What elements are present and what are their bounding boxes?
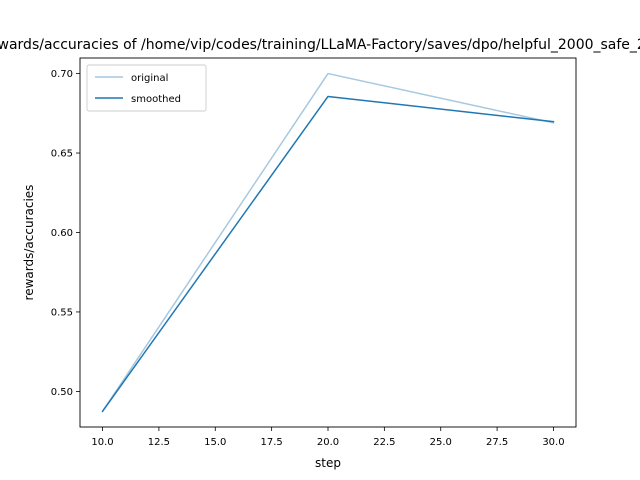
legend-label-smoothed: smoothed xyxy=(131,94,181,105)
x-tick-label: 25.0 xyxy=(430,437,452,448)
y-tick-label: 0.60 xyxy=(51,228,73,239)
x-tick-label: 27.5 xyxy=(486,437,508,448)
x-tick-label: 17.5 xyxy=(261,437,283,448)
x-tick-label: 15.0 xyxy=(204,437,226,448)
x-tick-label: 30.0 xyxy=(542,437,564,448)
x-tick-label: 22.5 xyxy=(373,437,395,448)
legend: original smoothed xyxy=(86,64,207,112)
plot-area-frame xyxy=(79,57,577,428)
x-axis-ticks: 10.0 12.5 15.0 17.5 20.0 22.5 25.0 27.5 30.0 xyxy=(91,427,565,448)
y-axis-ticks: 0.50 0.55 0.60 0.65 0.70 xyxy=(51,69,80,398)
legend-label-original: original xyxy=(131,73,168,84)
series-layer xyxy=(101,72,555,413)
chart-title: rewards/accuracies of /home/vip/codes/tr… xyxy=(0,37,640,53)
y-tick-label: 0.55 xyxy=(51,307,73,318)
x-tick-label: 20.0 xyxy=(317,437,339,448)
y-tick-label: 0.50 xyxy=(51,387,73,398)
x-axis-label: step xyxy=(315,456,341,470)
y-axis-label: rewards/accuracies xyxy=(22,185,36,301)
x-tick-label: 10.0 xyxy=(91,437,113,448)
series-line-smoothed xyxy=(101,95,555,413)
legend-entries: original smoothed xyxy=(95,73,181,105)
series-line-original xyxy=(101,72,555,413)
y-tick-label: 0.65 xyxy=(51,149,73,160)
y-tick-label: 0.70 xyxy=(51,69,73,80)
x-tick-label: 12.5 xyxy=(148,437,170,448)
